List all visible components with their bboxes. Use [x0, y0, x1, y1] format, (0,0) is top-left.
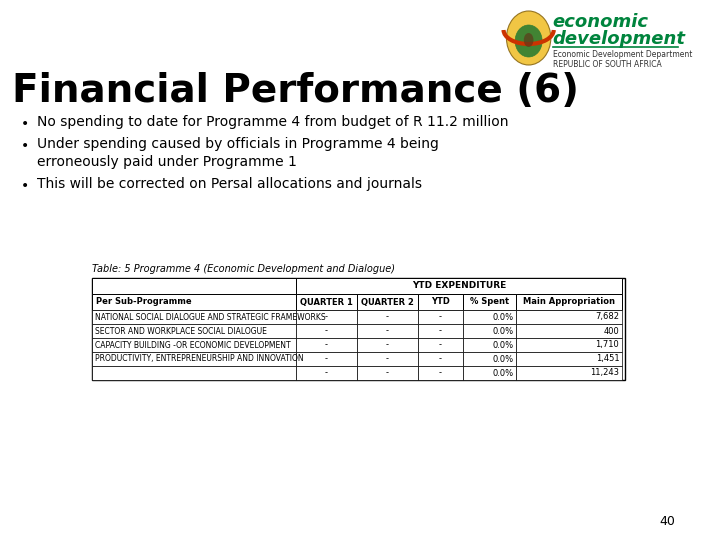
Bar [357, 310, 418, 324]
Text: Per Sub-Programme: Per Sub-Programme [96, 298, 191, 307]
Bar [463, 366, 516, 380]
Text: PRODUCTIVITY, ENTREPRENEURSHIP AND INNOVATION: PRODUCTIVITY, ENTREPRENEURSHIP AND INNOV… [94, 354, 303, 363]
Text: 11,243: 11,243 [590, 368, 619, 377]
Text: Main Appropriation: Main Appropriation [523, 298, 615, 307]
Text: 0.0%: 0.0% [492, 368, 513, 377]
Text: -: - [386, 327, 389, 335]
Text: Economic Development Department: Economic Development Department [553, 50, 692, 59]
Bar [418, 310, 463, 324]
Text: QUARTER 1: QUARTER 1 [300, 298, 353, 307]
Text: -: - [439, 368, 442, 377]
Text: % Spent: % Spent [470, 298, 509, 307]
Bar [296, 352, 357, 366]
Text: SECTOR AND WORKPLACE SOCIAL DIALOGUE: SECTOR AND WORKPLACE SOCIAL DIALOGUE [94, 327, 266, 335]
Bar [296, 310, 357, 324]
Text: -: - [439, 341, 442, 349]
Text: -: - [386, 313, 389, 321]
Text: 7,682: 7,682 [595, 313, 619, 321]
Text: REPUBLIC OF SOUTH AFRICA: REPUBLIC OF SOUTH AFRICA [553, 60, 662, 69]
Text: -: - [386, 354, 389, 363]
Text: -: - [439, 313, 442, 321]
Text: 0.0%: 0.0% [492, 354, 513, 363]
Text: erroneously paid under Programme 1: erroneously paid under Programme 1 [37, 155, 297, 169]
Bar [91, 278, 625, 380]
Bar [357, 352, 418, 366]
Text: •: • [21, 139, 30, 153]
Bar [463, 338, 516, 352]
Text: No spending to date for Programme 4 from budget of R 11.2 million: No spending to date for Programme 4 from… [37, 115, 508, 129]
Text: -: - [325, 368, 328, 377]
Text: 0.0%: 0.0% [492, 341, 513, 349]
Bar [463, 294, 516, 310]
Text: -: - [325, 341, 328, 349]
Bar [418, 338, 463, 352]
Text: economic: economic [553, 13, 649, 31]
Bar [418, 324, 463, 338]
Bar [418, 352, 463, 366]
Text: 40: 40 [660, 515, 675, 528]
Bar [516, 324, 622, 338]
Bar [516, 310, 622, 324]
Bar [91, 294, 296, 310]
Text: -: - [325, 354, 328, 363]
Text: This will be corrected on Persal allocations and journals: This will be corrected on Persal allocat… [37, 177, 422, 191]
Text: 0.0%: 0.0% [492, 327, 513, 335]
Text: -: - [386, 341, 389, 349]
Text: CAPACITY BUILDING -OR ECONOMIC DEVELOPMENT: CAPACITY BUILDING -OR ECONOMIC DEVELOPME… [94, 341, 290, 349]
Text: development: development [553, 30, 685, 48]
Bar [463, 352, 516, 366]
Bar [516, 366, 622, 380]
Bar [91, 278, 296, 294]
Ellipse shape [515, 25, 542, 57]
Text: 1,451: 1,451 [595, 354, 619, 363]
Bar [91, 352, 296, 366]
Bar [91, 310, 296, 324]
Bar [296, 366, 357, 380]
Text: Table: 5 Programme 4 (Economic Development and Dialogue): Table: 5 Programme 4 (Economic Developme… [91, 264, 395, 274]
Bar [463, 324, 516, 338]
Bar [357, 324, 418, 338]
Bar [357, 294, 418, 310]
Text: -: - [325, 313, 328, 321]
Bar [296, 278, 622, 294]
Text: -: - [325, 327, 328, 335]
Bar [296, 338, 357, 352]
Text: YTD: YTD [431, 298, 450, 307]
Bar [91, 324, 296, 338]
Bar [516, 294, 622, 310]
Text: -: - [386, 368, 389, 377]
Ellipse shape [524, 33, 534, 47]
Bar [296, 324, 357, 338]
Text: •: • [21, 179, 30, 193]
Bar [357, 338, 418, 352]
Text: NATIONAL SOCIAL DIALOGUE AND STRATEGIC FRAMEWORKS: NATIONAL SOCIAL DIALOGUE AND STRATEGIC F… [94, 313, 325, 321]
Text: Under spending caused by officials in Programme 4 being: Under spending caused by officials in Pr… [37, 137, 438, 151]
Bar [91, 338, 296, 352]
Text: -: - [439, 354, 442, 363]
Text: •: • [21, 117, 30, 131]
Bar [463, 310, 516, 324]
Bar [91, 366, 296, 380]
Bar [516, 338, 622, 352]
Text: 1,710: 1,710 [595, 341, 619, 349]
Text: 0.0%: 0.0% [492, 313, 513, 321]
Text: QUARTER 2: QUARTER 2 [361, 298, 414, 307]
Text: -: - [439, 327, 442, 335]
Bar [418, 294, 463, 310]
Text: 400: 400 [603, 327, 619, 335]
Bar [357, 366, 418, 380]
Bar [516, 352, 622, 366]
Text: Financial Performance (6): Financial Performance (6) [12, 72, 579, 110]
Bar [296, 294, 357, 310]
Text: YTD EXPENDITURE: YTD EXPENDITURE [412, 281, 506, 291]
Ellipse shape [506, 11, 551, 65]
Bar [418, 366, 463, 380]
